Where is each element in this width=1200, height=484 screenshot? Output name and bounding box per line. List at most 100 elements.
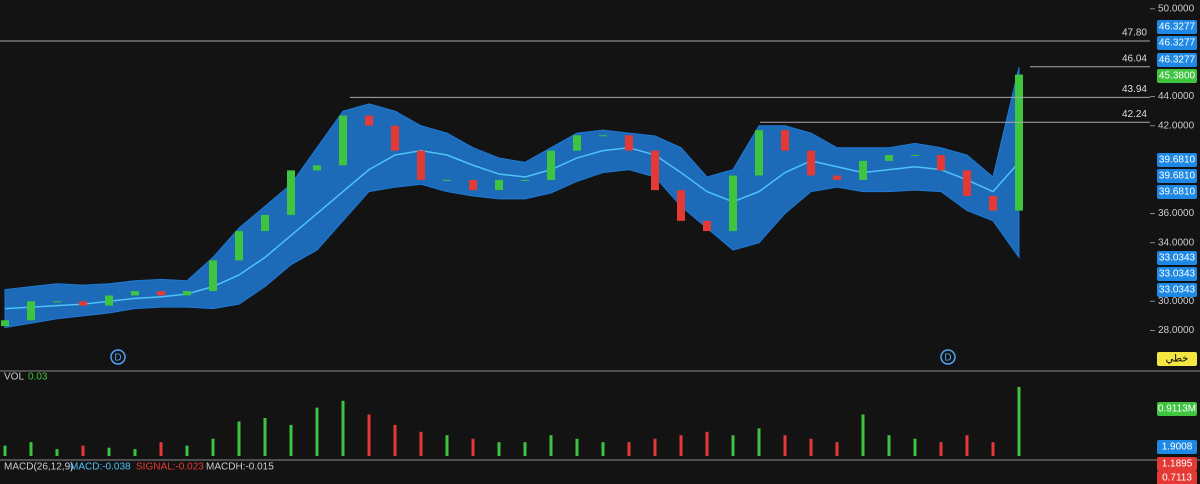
price-tag [1157,153,1197,167]
candle [781,130,789,151]
candle [443,179,451,181]
candle [27,301,35,321]
price-line-label: 43.94 [1122,84,1147,95]
candle [1015,74,1023,211]
volume-bar [783,435,787,456]
candle [885,155,893,161]
price-tag [1157,36,1197,50]
candle [703,220,711,232]
candle [573,135,581,151]
volume-bar [653,438,657,456]
candle [183,291,191,296]
volume-bar [55,449,59,456]
candle [313,165,321,171]
candle [417,150,425,180]
candle [521,179,529,181]
volume-bar [289,424,293,456]
price-tag-label: 39.6810 [1159,171,1196,182]
candle [547,150,555,180]
y-tick-label: 50.0000 [1158,3,1195,14]
volume-bar [861,414,865,456]
price-tag-label: خطي [1166,354,1189,365]
volume-bar [965,435,969,456]
candle [859,160,867,180]
candle [391,125,399,151]
volume-bar [393,424,397,456]
volume-bar [211,438,215,456]
y-tick-label: 42.0000 [1158,120,1195,131]
volume-bar [29,442,33,456]
dividend-marker-label: D [114,353,121,364]
price-tag [1157,267,1197,281]
bollinger-middle [4,146,1020,310]
price-tag [1157,352,1197,366]
price-tag [1157,440,1197,454]
price-tag [1157,53,1197,67]
volume-bar [913,438,917,456]
volume-bar [549,435,553,456]
volume-bar [835,442,839,456]
candle [625,135,633,151]
volume-value: 0.03 [28,372,48,383]
price-line-label: 46.04 [1122,53,1147,64]
volume-bar [991,442,995,456]
volume-bar [731,435,735,456]
price-tag-label: 39.6810 [1159,187,1196,198]
y-tick-label: 44.0000 [1158,91,1195,102]
candle [365,115,373,126]
price-tag [1157,251,1197,265]
volume-bar [159,442,163,456]
candle [287,170,295,215]
volume-bar [237,421,241,456]
volume-bar [133,449,137,456]
candle [1,320,9,327]
volume-bar [3,445,7,456]
candle [495,179,503,191]
candle [131,291,139,296]
volume-bar [939,442,943,456]
price-tag-label: 39.6810 [1159,155,1196,166]
candle [729,175,737,232]
candle [53,301,61,303]
price-line-label: 42.24 [1122,109,1147,120]
volume-bar [705,431,709,456]
volume-bar [471,438,475,456]
price-tag-label: 0.9113M [1158,404,1196,415]
y-tick-label: 28.0000 [1158,325,1195,336]
volume-bar [757,428,761,456]
candle [79,301,87,306]
volume-bar [1017,386,1021,456]
candle [261,214,269,232]
candle [833,175,841,180]
price-tag [1157,283,1197,297]
price-line-label: 47.80 [1122,28,1147,39]
volume-bar [601,442,605,456]
candle [963,170,971,196]
candle [807,150,815,176]
candle [677,190,685,221]
candle [989,195,997,211]
y-tick-label: 34.0000 [1158,237,1195,248]
volume-bar [263,418,267,456]
volume-bar [315,407,319,456]
price-tag-label: 1.1895 [1162,459,1193,470]
volume-bar [81,445,85,456]
candle [157,291,165,296]
price-tag-label: 46.3277 [1159,22,1196,33]
price-tag-label: 46.3277 [1159,55,1196,66]
volume-bar [627,442,631,456]
volume-bar [887,435,891,456]
candle [755,130,763,176]
candle [937,155,945,171]
macdh-value: MACDH:-0.015 [206,462,274,473]
price-tag [1157,69,1197,83]
volume-bar [107,447,111,456]
dividend-marker [110,349,126,365]
price-tag [1157,402,1197,416]
volume-bar [523,442,527,456]
candle [599,135,607,137]
price-tag-label: 1.9008 [1162,442,1193,453]
candle [469,179,477,191]
